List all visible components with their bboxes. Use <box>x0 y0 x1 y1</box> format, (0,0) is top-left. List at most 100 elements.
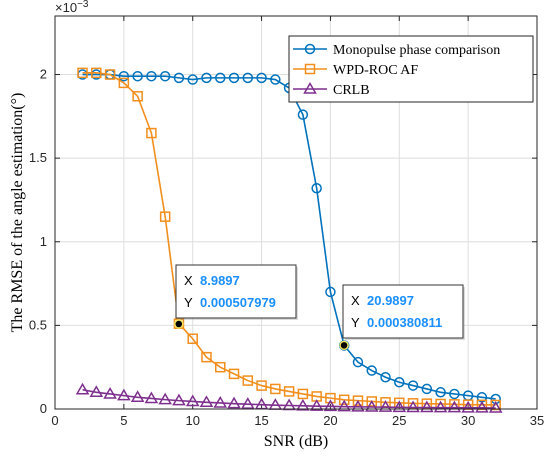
data-point <box>187 333 198 345</box>
data-point <box>461 400 475 413</box>
data-point <box>421 383 433 395</box>
data-point <box>118 70 130 82</box>
series-circle <box>77 69 501 405</box>
data-point <box>144 391 159 404</box>
legend-box <box>288 35 534 103</box>
x-tick-label: 5 <box>120 413 127 428</box>
series-line <box>82 73 496 400</box>
data-point <box>117 388 131 401</box>
series-line <box>82 72 496 406</box>
data-point <box>435 387 446 398</box>
data-point <box>215 361 226 373</box>
data-point <box>407 380 419 391</box>
data-point <box>433 400 448 413</box>
data-point <box>283 386 295 397</box>
data-point <box>132 70 143 82</box>
datatip: X 8.9897 Y 0.000507979 <box>174 264 298 329</box>
data-point <box>158 392 172 405</box>
data-point <box>91 67 102 79</box>
y-tick-label: 0 <box>40 401 47 416</box>
datatip-x-value: 20.9897 <box>367 293 414 308</box>
data-point <box>488 400 503 413</box>
y-tick-label: 1.5 <box>29 150 47 165</box>
data-point <box>394 376 405 388</box>
series-triangle <box>75 382 503 413</box>
data-point <box>296 398 310 411</box>
data-point <box>201 351 212 363</box>
data-point <box>75 382 90 395</box>
data-point <box>297 109 309 120</box>
y-tick-label: 0.5 <box>29 317 47 332</box>
y-tick-label: 2 <box>40 67 47 82</box>
data-point <box>89 385 104 398</box>
x-tick-label: 20 <box>323 413 337 428</box>
data-point <box>228 72 240 84</box>
data-point <box>366 396 377 407</box>
datatip-x-value: 8.9897 <box>200 273 240 288</box>
data-point <box>185 394 200 407</box>
data-point <box>242 72 254 84</box>
data-point <box>187 74 198 85</box>
series-group <box>75 67 503 413</box>
y-tick-label: 1 <box>40 234 47 249</box>
x-tick-label: 0 <box>51 413 58 428</box>
datatip-y-key: Y <box>184 295 193 310</box>
data-point <box>392 400 407 413</box>
legend-entry: Monopulse phase comparison <box>333 43 500 58</box>
data-point <box>475 400 489 413</box>
data-point <box>256 380 267 391</box>
data-point <box>172 393 186 406</box>
data-point <box>159 70 171 82</box>
plot-frame <box>54 15 538 410</box>
legend-marker <box>303 82 317 94</box>
data-point <box>199 395 214 408</box>
data-point <box>132 91 143 102</box>
legend-marker <box>304 63 316 75</box>
datatip: X 20.9897 Y 0.000380811 <box>339 284 465 351</box>
data-point <box>201 72 212 84</box>
data-point <box>311 183 322 194</box>
data-point <box>270 383 281 395</box>
legend-entry: CRLB <box>333 83 370 98</box>
data-point <box>406 400 420 413</box>
data-point <box>352 395 364 406</box>
data-point <box>270 74 281 85</box>
datatip-y-value: 0.000380811 <box>367 315 442 330</box>
data-point <box>366 365 377 376</box>
datatip-box <box>342 284 464 339</box>
data-point <box>338 394 350 406</box>
legend-entry: WPD-ROC AF <box>333 63 418 78</box>
datatip-y-key: Y <box>351 315 360 330</box>
data-point <box>130 390 145 403</box>
x-tick-label: 25 <box>392 413 406 428</box>
data-point <box>351 399 365 412</box>
datatip-marker <box>339 340 349 351</box>
data-point <box>146 70 157 82</box>
data-point <box>447 400 462 413</box>
data-point <box>380 371 391 383</box>
y-exponent-base: ×10 <box>55 0 77 15</box>
data-point <box>337 399 352 412</box>
datatip-box <box>175 264 297 319</box>
series-line <box>82 388 496 409</box>
axis-ticks: 0 5 10 15 20 25 30 35 0 0.5 1 1.5 2 <box>29 16 544 428</box>
datatip-marker <box>174 319 184 329</box>
data-point <box>325 286 336 298</box>
legend-marker <box>304 43 316 55</box>
data-point <box>297 388 309 400</box>
datatip-y-value: 0.000507979 <box>200 295 276 310</box>
data-point <box>364 399 379 412</box>
datatip-x-key: X <box>351 293 360 308</box>
data-point <box>352 356 364 368</box>
data-point <box>242 375 254 386</box>
data-point <box>256 72 267 84</box>
data-point <box>173 72 185 84</box>
data-point <box>435 398 446 410</box>
datatip-x-key: X <box>184 273 193 288</box>
data-point <box>103 386 117 399</box>
data-point <box>104 69 116 80</box>
x-tick-label: 30 <box>461 413 475 428</box>
x-tick-label: 15 <box>254 413 268 428</box>
y-exponent-power: −3 <box>77 0 89 10</box>
